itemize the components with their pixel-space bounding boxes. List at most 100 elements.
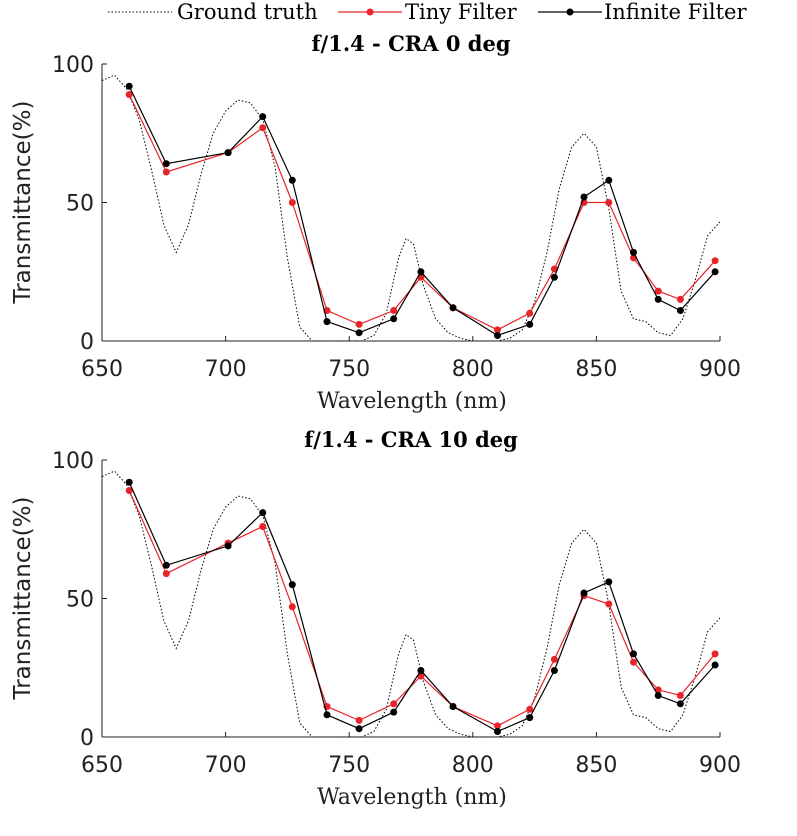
series-infinite-filter-point [125, 82, 133, 90]
x-tick-label: 800 [452, 753, 494, 778]
series-infinite-filter-point [259, 509, 267, 517]
series-infinite-filter-point [526, 714, 534, 722]
series-tiny-filter-point [676, 295, 684, 303]
series-infinite-filter-point [355, 725, 363, 733]
series-tiny-filter-point [259, 523, 267, 530]
series-infinite-filter-point [162, 160, 170, 168]
series-infinite-filter-point [630, 248, 637, 256]
series-infinite-filter-point [580, 193, 588, 201]
series-infinite-filter-point [526, 320, 534, 328]
x-tick-label: 700 [205, 753, 247, 778]
series-infinite-filter-point [630, 650, 637, 658]
series-infinite-filter-point [550, 273, 558, 281]
series-infinite-filter-point [550, 667, 558, 674]
legend-tiny-filter-label: Tiny Filter [405, 0, 518, 24]
series-infinite-filter-point [125, 478, 133, 486]
series-tiny-filter-point [630, 658, 637, 666]
series-tiny-filter-point [259, 124, 267, 132]
series-infinite-filter-point [605, 578, 613, 586]
series-infinite-filter-point [449, 304, 457, 312]
chart-title: f/1.4 - CRA 0 deg [312, 31, 511, 56]
plot-area: 650 700 750 800 850 900 0 50 100 [52, 53, 741, 382]
series-tiny-filter-point [494, 722, 501, 730]
x-tick-label: 750 [328, 753, 370, 778]
series-infinite-filter-point [654, 692, 662, 699]
y-tick-label: 0 [80, 726, 94, 751]
series-infinite-filter-point [654, 295, 662, 303]
legend-ground-truth-label: Ground truth [177, 0, 318, 24]
y-tick-label: 50 [66, 588, 94, 613]
series-infinite-filter-point [494, 332, 501, 339]
series-infinite-filter-point [390, 708, 398, 716]
x-axis-label: Wavelength (nm) [317, 389, 507, 414]
series-tiny-filter-point [288, 603, 296, 611]
series-tiny-filter-point [711, 650, 719, 658]
series-infinite-filter-point [224, 149, 232, 157]
series-infinite-filter-point [494, 728, 501, 735]
series-infinite-filter-point [676, 307, 684, 314]
series-tiny-filter-point [162, 570, 170, 578]
series-tiny-filter-point [355, 320, 363, 328]
plot-area: 650 700 750 800 850 900 0 50 100 [52, 449, 741, 778]
series-infinite-filter-point [711, 661, 719, 669]
x-tick-label: 850 [575, 753, 617, 778]
series-infinite-filter-point [449, 703, 457, 710]
series-tiny-filter-line [128, 490, 716, 727]
x-tick-label: 650 [81, 357, 123, 382]
x-tick-label: 750 [328, 357, 370, 382]
series-infinite-filter-point [259, 113, 267, 121]
series-infinite-filter-point [288, 176, 296, 184]
series-tiny-filter-point [390, 307, 398, 314]
series-tiny-filter-point [417, 672, 425, 680]
series-infinite-filter-point [711, 268, 719, 276]
series-infinite-filter-point [676, 700, 684, 708]
series-infinite-filter-point [323, 318, 331, 326]
x-tick-label: 700 [205, 357, 247, 382]
x-tick-label: 800 [452, 357, 494, 382]
series-infinite-filter-point [224, 542, 232, 550]
y-axis-label: Transmittance(%) [10, 101, 36, 305]
y-axis-label: Transmittance(%) [10, 497, 36, 701]
y-tick-label: 100 [52, 449, 94, 474]
series-ground-truth-line [102, 74, 720, 341]
legend-infinite-filter-marker [566, 8, 574, 16]
series-tiny-filter-point [711, 257, 719, 265]
series-infinite-filter-line [128, 85, 716, 337]
series-infinite-filter-point [417, 268, 425, 276]
series-infinite-filter-point [323, 711, 331, 719]
series-infinite-filter-point [288, 581, 296, 589]
y-tick-label: 50 [66, 192, 94, 217]
series-infinite-filter-point [390, 315, 398, 323]
series-tiny-filter-point [494, 326, 501, 334]
series-tiny-filter-point [390, 700, 398, 708]
x-tick-label: 900 [699, 753, 741, 778]
series-tiny-filter-point [550, 265, 558, 273]
x-tick-label: 900 [699, 357, 741, 382]
y-tick-label: 100 [52, 53, 94, 78]
series-tiny-filter-point [605, 199, 613, 206]
y-tick-label: 0 [80, 330, 94, 355]
series-tiny-filter-point [676, 692, 684, 699]
panel-cra-0: f/1.4 - CRA 0 deg 650 700 750 800 850 900 0 50 1… [10, 31, 741, 414]
series-tiny-filter-point [654, 287, 662, 295]
x-axis-label: Wavelength (nm) [317, 785, 507, 810]
series-infinite-filter-point [162, 561, 170, 569]
series-infinite-filter-line [128, 481, 716, 733]
series-infinite-filter-point [605, 176, 613, 184]
legend-infinite-filter-label: Infinite Filter [604, 0, 747, 24]
series-tiny-filter-point [125, 91, 133, 98]
x-tick-label: 850 [575, 357, 617, 382]
x-tick-label: 650 [81, 753, 123, 778]
series-tiny-filter-point [526, 309, 534, 317]
series-tiny-filter-point [288, 199, 296, 206]
series-infinite-filter-point [580, 589, 588, 597]
series-tiny-filter-point [355, 716, 363, 724]
legend-tiny-filter-marker [366, 8, 374, 16]
series-tiny-filter-point [162, 168, 170, 176]
series-tiny-filter-line [128, 94, 716, 331]
series-tiny-filter-point [125, 487, 133, 494]
series-tiny-filter-point [605, 600, 613, 608]
series-tiny-filter-point [526, 705, 534, 713]
panel-cra-10: f/1.4 - CRA 10 deg 650 700 750 800 850 900 0 50… [10, 427, 741, 810]
